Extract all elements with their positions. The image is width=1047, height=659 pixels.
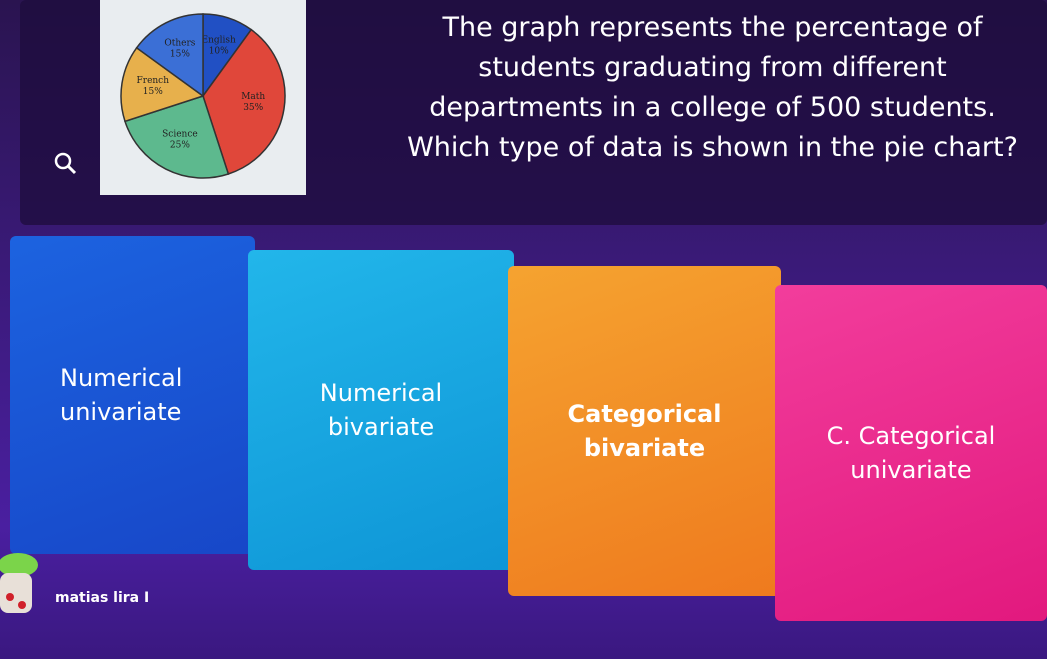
zoom-icon[interactable] xyxy=(52,150,78,176)
slice-value-label: 10% xyxy=(209,47,229,57)
answer-tile[interactable]: Numerical bivariate xyxy=(248,250,514,570)
avatar xyxy=(0,553,38,613)
slice-label: Science xyxy=(162,129,198,139)
slice-label: Math xyxy=(241,92,265,102)
answer-tile[interactable]: Numerical univariate xyxy=(10,236,255,554)
question-text: The graph represents the percentage of s… xyxy=(407,12,1018,163)
pie-slice xyxy=(202,28,286,175)
answer-tile[interactable]: C. Categorical univariate xyxy=(775,285,1047,621)
slice-value-label: 25% xyxy=(170,140,190,150)
player-name: matias lira I xyxy=(55,590,150,606)
pie-image: English 10% Math 35% Science 25% French 15% Othe… xyxy=(100,0,306,195)
slice-value-label: 15% xyxy=(170,50,190,60)
answer-tile[interactable]: Categorical bivariate xyxy=(508,266,781,596)
slice-value-label: 15% xyxy=(143,87,163,97)
slice-label: Others xyxy=(164,39,195,49)
pie-slice xyxy=(135,13,204,98)
pie-chart: English10%Math35%Science25%French15%Othe… xyxy=(120,13,286,179)
slice-value-label: 35% xyxy=(243,103,263,113)
pie-slice xyxy=(120,46,205,123)
slice-label: English xyxy=(202,36,237,46)
slice-label: French xyxy=(137,76,170,86)
pie-slice xyxy=(124,95,230,179)
